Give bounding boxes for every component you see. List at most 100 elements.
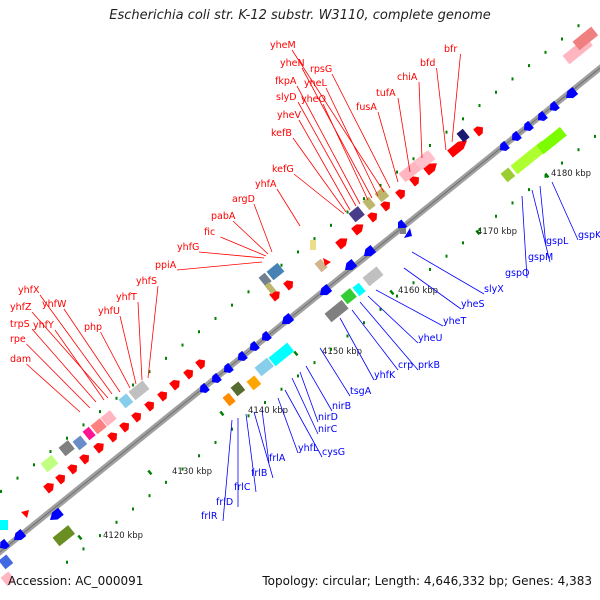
- minor-tick: [132, 383, 134, 387]
- feature-box: [362, 196, 376, 211]
- reverse-gene: [320, 283, 333, 296]
- minor-tick: [16, 476, 19, 480]
- label-leader: [119, 315, 137, 385]
- gene-label: frlA: [269, 453, 286, 464]
- minor-tick: [495, 90, 497, 94]
- minor-tick: [66, 560, 68, 564]
- gene-label: gspL: [546, 236, 569, 247]
- reverse-gene: [524, 120, 534, 131]
- minor-tick: [115, 396, 118, 400]
- label-leader: [63, 308, 121, 393]
- gene-label: frlC: [234, 482, 251, 493]
- feature-box: [52, 525, 76, 547]
- label-leader: [319, 347, 351, 397]
- gene-label: slyD: [276, 92, 297, 103]
- genome-summary: Topology: circular; Length: 4,646,332 bp…: [262, 574, 592, 588]
- gene-label: tufA: [376, 88, 396, 99]
- feature-box: [456, 128, 470, 143]
- minor-tick: [231, 427, 233, 431]
- label-leader: [54, 329, 105, 401]
- feature-box: [414, 150, 436, 171]
- reverse-gene: [50, 507, 64, 520]
- label-leader: [147, 285, 159, 379]
- label-leader: [31, 311, 109, 399]
- reverse-marker: [404, 228, 412, 238]
- label-leader: [26, 363, 81, 413]
- accession-label: Accession: AC_000091: [8, 574, 144, 588]
- label-leader: [377, 111, 399, 183]
- label-leader: [198, 251, 265, 259]
- gene-label: dam: [10, 354, 31, 365]
- minor-tick: [544, 174, 547, 178]
- minor-tick: [561, 161, 563, 165]
- map-title: Escherichia coli str. K-12 substr. W3110…: [109, 8, 491, 23]
- label-leader: [245, 413, 257, 493]
- minor-tick: [181, 467, 184, 471]
- reverse-gene: [282, 312, 295, 325]
- feature-box: [310, 240, 316, 250]
- gene-label: yheU: [418, 333, 442, 344]
- minor-tick: [528, 64, 530, 68]
- gene-label: yhfW: [42, 299, 67, 310]
- gene-label: yhfG: [177, 242, 199, 253]
- forward-gene: [107, 432, 118, 443]
- gene-label: yheM: [270, 40, 296, 51]
- label-leader: [331, 73, 391, 189]
- feature-box: [0, 520, 8, 530]
- reverse-gene: [345, 258, 358, 271]
- label-leader: [411, 251, 485, 295]
- reverse-gene: [550, 100, 560, 111]
- label-leader: [297, 101, 357, 207]
- label-leader: [39, 294, 113, 395]
- minor-tick: [346, 334, 349, 338]
- feature-box: [314, 258, 328, 273]
- minor-tick: [214, 440, 217, 444]
- reverse-gene: [200, 382, 210, 393]
- minor-tick: [297, 250, 299, 254]
- gene-label: yheN: [280, 58, 305, 69]
- label-leaders: [26, 49, 579, 522]
- minor-tick: [148, 370, 151, 374]
- minor-tick: [396, 294, 398, 298]
- minor-tick: [462, 117, 464, 121]
- forward-gene: [55, 474, 66, 485]
- feature-box: [362, 266, 384, 287]
- minor-tick: [495, 214, 497, 218]
- feature-box: [230, 381, 246, 397]
- gene-label: fkpA: [275, 76, 297, 87]
- minor-tick: [313, 361, 316, 365]
- label-leader: [277, 397, 299, 454]
- label-leader: [351, 309, 399, 371]
- forward-marker: [323, 258, 331, 266]
- minor-tick: [429, 267, 431, 271]
- major-tick: [147, 469, 153, 476]
- minor-tick: [412, 157, 415, 161]
- feature-box: [128, 380, 150, 401]
- label-leader: [539, 185, 547, 247]
- minor-tick: [132, 507, 134, 511]
- minor-tick: [511, 201, 514, 205]
- gene-features: [0, 26, 599, 587]
- label-leader: [291, 377, 319, 435]
- reverse-gene: [0, 538, 10, 549]
- forward-gene: [380, 201, 391, 212]
- minor-tick: [363, 321, 365, 325]
- minor-tick: [363, 197, 365, 201]
- label-leader: [403, 267, 462, 310]
- feature-box: [40, 454, 59, 473]
- feature-box: [58, 440, 75, 457]
- feature-box: [254, 357, 274, 377]
- label-leader: [397, 97, 411, 173]
- tick-marks: 4120 kbp 4130 kbp 4140 kbp 4150 kbp 4160 kbp…: [0, 24, 596, 564]
- feature-box: [0, 554, 14, 570]
- tick-label: 4160 kbp: [398, 286, 438, 296]
- label-leader: [293, 173, 345, 215]
- label-leader: [284, 389, 323, 458]
- gene-label: bfd: [420, 58, 435, 69]
- minor-tick: [577, 148, 580, 152]
- feature-box: [324, 299, 349, 323]
- gene-label: nirC: [318, 424, 338, 435]
- minor-tick: [511, 77, 514, 81]
- gene-label: yhfX: [18, 285, 40, 296]
